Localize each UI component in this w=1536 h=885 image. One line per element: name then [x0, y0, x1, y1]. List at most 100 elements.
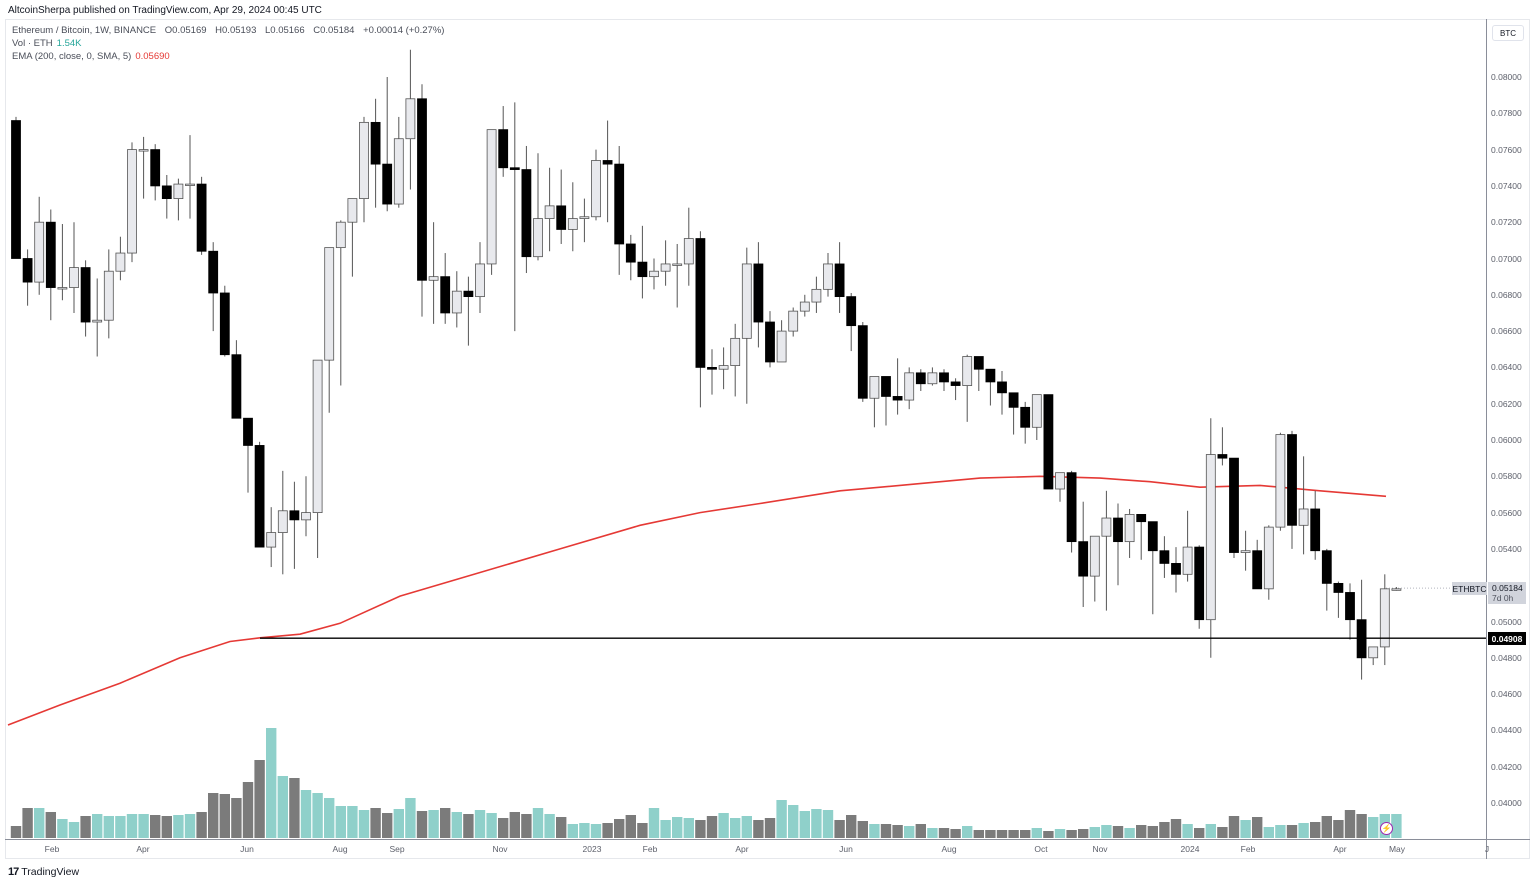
lightning-icon[interactable]: ⚡ — [1380, 822, 1393, 835]
legend-volume-row[interactable]: Vol · ETH 1.54K — [12, 37, 444, 50]
last-price-value: 0.05184 — [1492, 583, 1523, 593]
candle-up — [335, 221, 346, 249]
candle-up — [962, 356, 973, 386]
candle-down — [509, 167, 520, 170]
legend-high: H0.05193 — [215, 25, 257, 36]
price-tick: 0.07000 — [1491, 253, 1522, 264]
time-tick: Jun — [240, 844, 254, 854]
volume-bar — [405, 798, 416, 838]
price-tick: 0.06400 — [1491, 362, 1522, 373]
volume-bar — [358, 810, 370, 838]
horizontal-level-label: 0.04908 — [1488, 632, 1526, 645]
volume-bar — [208, 793, 219, 838]
volume-bar — [1344, 810, 1356, 838]
candle-down — [602, 160, 613, 165]
volume-bar — [637, 823, 648, 838]
time-tick: Oct — [1034, 844, 1048, 854]
volume-bar — [10, 826, 22, 838]
candle-down — [254, 445, 265, 548]
ema-200-line — [7, 475, 1387, 726]
candle-up — [672, 263, 683, 266]
candle-up — [359, 121, 369, 200]
volume-bar — [834, 820, 845, 838]
tradingview-logo[interactable]: 17 TradingView — [8, 866, 79, 878]
candle-down — [556, 205, 567, 230]
price-tick: 0.07400 — [1491, 180, 1522, 191]
price-tick: 0.04400 — [1491, 725, 1522, 736]
currency-selector[interactable]: BTC — [1492, 25, 1524, 41]
candle-down — [1217, 454, 1228, 459]
volume-bar — [1043, 831, 1054, 838]
candle-down — [1066, 472, 1077, 543]
candle-down — [463, 290, 474, 298]
candle-up — [1391, 588, 1402, 591]
time-tick: 2023 — [582, 844, 602, 854]
volume-bar — [556, 817, 567, 838]
candle-down — [1333, 582, 1344, 593]
volume-bar — [962, 826, 973, 838]
volume-bar — [764, 818, 776, 838]
candle-down — [973, 356, 984, 370]
candle-down — [939, 372, 949, 383]
candle-up — [393, 138, 404, 205]
candle-up — [1205, 454, 1216, 621]
chart-legend: Ethereum / Bitcoin, 1W, BINANCE O0.05169… — [12, 24, 444, 63]
bar-countdown: 7d 0h — [1492, 593, 1514, 603]
candle-down — [231, 354, 242, 419]
price-tick: 0.07800 — [1491, 108, 1522, 119]
candle-up — [591, 160, 601, 218]
volume-bar — [45, 812, 56, 838]
volume-bar — [1275, 825, 1286, 838]
volume-bar — [22, 808, 33, 838]
volume-bar — [1020, 830, 1031, 838]
candle-down — [1194, 546, 1205, 621]
price-tick: 0.04000 — [1491, 798, 1522, 808]
candle-up — [428, 276, 439, 281]
candle-down — [915, 372, 926, 385]
candle-up — [347, 198, 358, 223]
price-tick: 0.04600 — [1491, 689, 1522, 700]
time-tick: Feb — [44, 844, 60, 854]
time-tick: Apr — [735, 844, 749, 854]
legend-symbol-row[interactable]: Ethereum / Bitcoin, 1W, BINANCE O0.05169… — [12, 24, 444, 37]
volume-bar — [1310, 822, 1321, 838]
time-tick: Aug — [941, 844, 957, 854]
candle-down — [208, 250, 219, 294]
legend-volume-value: 1.54K — [56, 38, 82, 49]
legend-low: L0.05166 — [265, 25, 305, 36]
candle-up — [730, 337, 741, 366]
volume-bar — [741, 816, 752, 838]
candle-down — [881, 376, 891, 397]
candle-down — [289, 510, 300, 521]
price-tick: 0.05600 — [1491, 507, 1522, 518]
legend-open: O0.05169 — [164, 25, 207, 36]
candle-up — [544, 205, 555, 219]
volume-bar — [811, 809, 822, 838]
time-tick: Apr — [1333, 844, 1347, 854]
candle-up — [718, 365, 729, 370]
volume-bar — [242, 782, 254, 838]
candle-up — [649, 270, 659, 278]
volume-bar — [393, 809, 404, 838]
volume-bar — [857, 821, 868, 838]
candle-up — [57, 287, 68, 290]
volume-bar — [440, 808, 451, 838]
candle-down — [1147, 521, 1158, 552]
volume-bar — [277, 776, 288, 838]
volume-bar — [846, 815, 857, 838]
volume-bar — [463, 814, 474, 838]
volume-bar — [1136, 825, 1147, 838]
volume-bar — [660, 820, 671, 838]
candle-down — [1310, 508, 1321, 552]
volume-bar — [1078, 829, 1089, 838]
candle-up — [567, 218, 578, 230]
candle-down — [857, 325, 868, 399]
volume-bar — [532, 808, 544, 838]
time-tick: Apr — [136, 844, 150, 854]
candle-down — [892, 396, 903, 401]
time-tick: Nov — [492, 844, 508, 854]
legend-ema-row[interactable]: EMA (200, close, 0, SMA, 5) 0.05690 — [12, 50, 444, 63]
volume-bar — [1112, 826, 1124, 838]
candle-down — [1321, 550, 1332, 584]
